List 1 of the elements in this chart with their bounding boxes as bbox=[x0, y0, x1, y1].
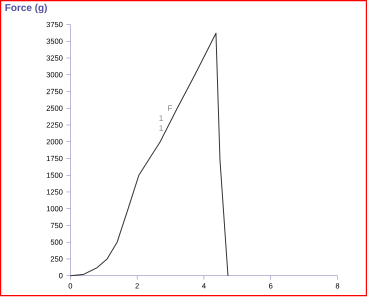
y-axis-title: Force (g) bbox=[5, 4, 47, 14]
